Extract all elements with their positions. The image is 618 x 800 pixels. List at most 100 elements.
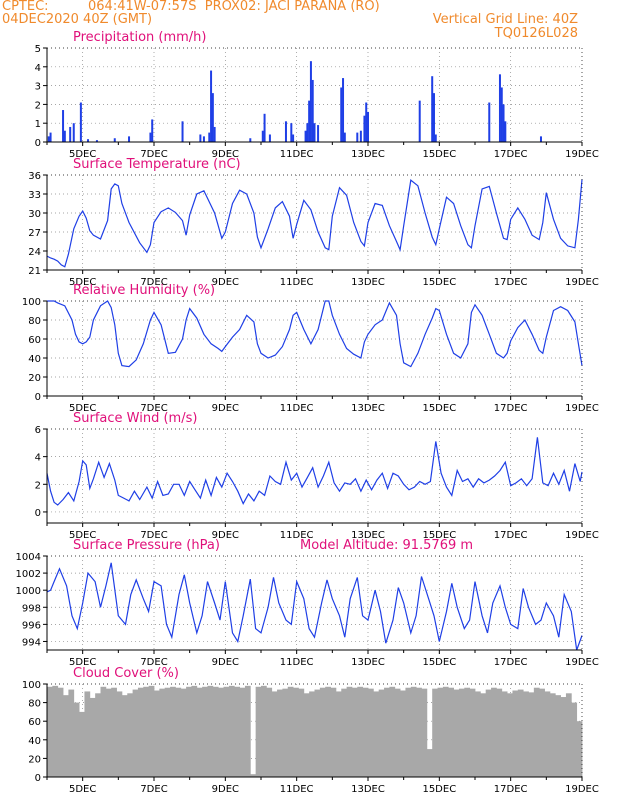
cloud-bar [523,691,529,777]
cloud-bar [202,686,208,777]
cloud-bar [244,685,251,777]
header-model: TQ0126L028 [494,26,578,41]
y-tick-label: 27 [28,228,41,239]
panel-title: Precipitation (mm/h) [73,30,206,45]
cloud-bar [528,692,535,777]
precip-bar [309,61,312,142]
cloud-bar [368,688,374,777]
cloud-bar [191,685,198,777]
cloud-bar [432,688,438,777]
cloud-bar [298,688,305,777]
cloud-bar [89,697,96,777]
precip-bar [340,87,343,142]
precip-bar [500,87,503,142]
cloud-bar [196,687,203,777]
x-tick-label: 15DEC [422,784,456,795]
x-tick-label: 13DEC [351,530,385,541]
cloud-bar [485,689,492,777]
x-tick-label: 17DEC [494,784,528,795]
x-tick-label: 17DEC [494,530,528,541]
x-tick-label: 9DEC [212,277,239,288]
precip-bar [213,126,216,142]
x-tick-label: 9DEC [212,657,239,668]
precip-bar [365,102,368,142]
cloud-bar [207,685,214,777]
y-tick-label: 1004 [16,552,41,563]
cloud-bar [239,687,246,777]
cloud-bar [47,686,53,777]
y-tick-label: 996 [22,620,41,631]
cloud-bar [571,702,578,777]
x-tick-label: 7DEC [140,784,167,795]
cloud-bar [148,685,155,777]
x-tick-label: 13DEC [351,277,385,288]
series-line [47,300,583,368]
y-tick-label: 1002 [16,569,41,580]
y-tick-label: 60 [28,335,41,346]
x-tick-label: 5DEC [69,149,96,160]
precip-bar [317,125,320,142]
cloud-bar [437,687,444,777]
cloud-bar [544,691,551,777]
cloud-bar [357,686,364,777]
panel-3: Relative Humidity (%) 0 20 40 60 80 100 5DEC 7DE… [22,283,599,414]
cloud-bar [137,687,144,777]
cloud-bar [303,693,310,777]
precip-bar [313,123,316,142]
cloud-bar [175,687,182,777]
cloud-bar [282,688,289,777]
cloud-bar [261,685,267,777]
y-tick-label: 33 [28,190,41,201]
precip-bar [49,132,52,142]
cloud-bar [228,685,235,777]
x-tick-label: 7DEC [140,530,167,541]
cloud-bar [111,687,117,777]
x-tick-label: 13DEC [351,784,385,795]
precip-bar [268,134,271,142]
cloud-bar [442,686,449,777]
cloud-bar [212,686,219,777]
cloud-bar [533,687,540,777]
x-tick-label: 19DEC [565,277,599,288]
header: CPTEC: 064:41W-07:57S PROX02: JACI PARAN… [0,0,618,45]
cloud-bar [63,695,69,777]
x-tick-label: 7DEC [140,149,167,160]
y-tick-label: 30 [28,209,41,220]
panel-title: Surface Pressure (hPa) [73,538,220,553]
cloud-bar [341,688,347,777]
x-tick-label: 15DEC [422,149,456,160]
cloud-bar [325,686,331,777]
precip-bar [181,121,184,142]
precip-bar [306,123,309,142]
x-tick-label: 15DEC [422,277,456,288]
cloud-bar [309,691,315,777]
cloud-bar [121,695,128,777]
cloud-bar [576,721,583,777]
y-tick-label: 5 [35,44,41,55]
y-tick-label: 40 [28,736,41,747]
precip-bar [208,132,211,142]
cloud-bar [180,688,187,777]
x-tick-label: 13DEC [351,403,385,414]
y-tick-label: 6 [35,425,41,436]
precip-bar [311,79,314,142]
cloud-bar [501,691,508,777]
cloud-bar [549,693,556,777]
x-tick-label: 9DEC [212,784,239,795]
precip-bar [367,111,369,142]
cloud-bar [346,686,353,777]
panel-2: Surface Temperature (nC) 21 24 27 30 33 36 5DEC… [28,157,599,288]
cloud-bar [351,687,358,777]
panel-annotation: Model Altitude: 91.5769 m [300,538,473,553]
x-tick-label: 17DEC [494,149,528,160]
cloud-bar [394,688,401,777]
cloud-bar [79,711,85,777]
cloud-bar [100,686,107,777]
cloud-bar [319,687,326,777]
y-tick-label: 994 [22,637,41,648]
y-tick-label: 1 [35,119,41,130]
cloud-bar [132,689,139,777]
cloud-bar [95,693,101,777]
precip-bar [62,110,65,142]
y-tick-label: 0 [35,138,41,149]
